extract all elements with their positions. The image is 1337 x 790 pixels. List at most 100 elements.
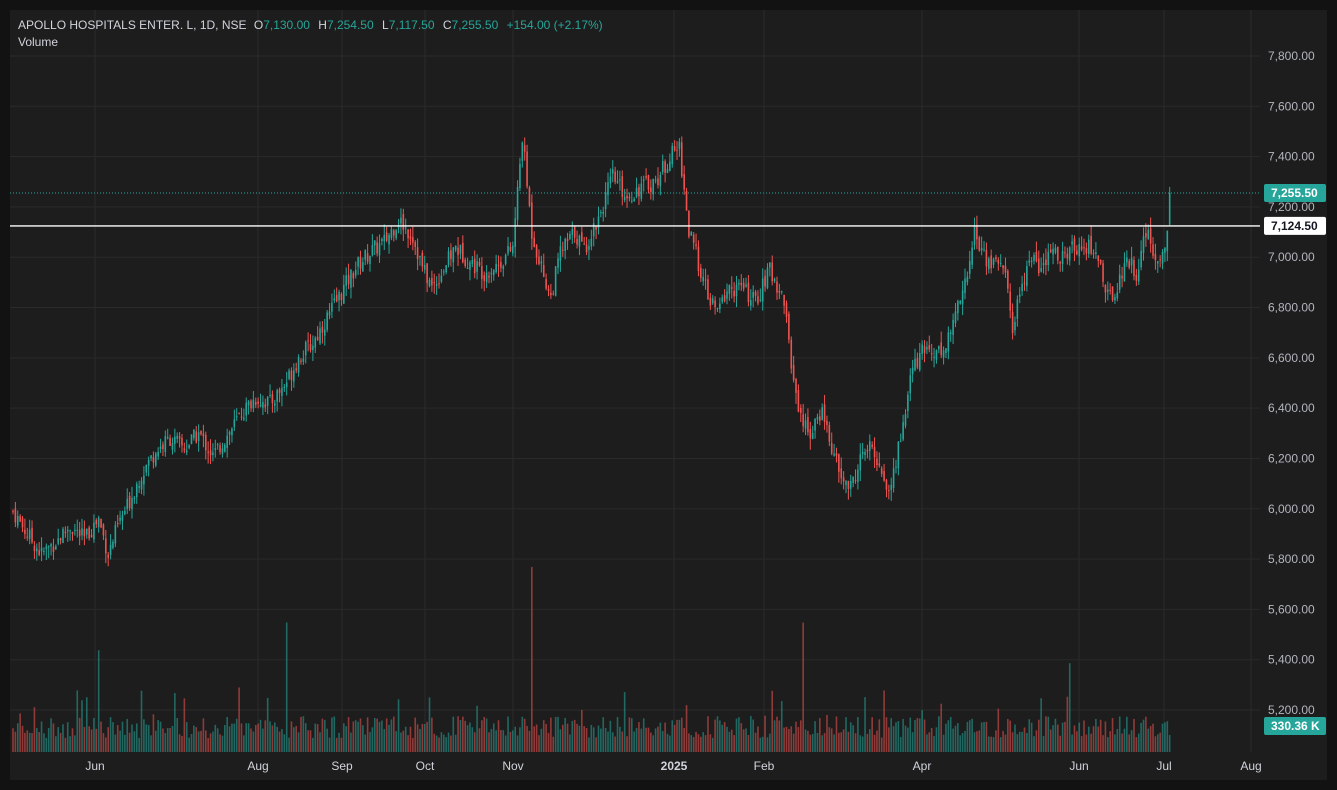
volume-bar (595, 737, 597, 752)
candle-body (638, 186, 640, 197)
candle-body (1154, 253, 1157, 261)
candle-body (497, 264, 500, 266)
volume-bar (1107, 737, 1109, 752)
candle-body (1137, 269, 1140, 282)
candle-body (157, 451, 159, 457)
volume-bar (1111, 718, 1114, 752)
candle-body (714, 300, 716, 308)
candle-body (785, 303, 788, 317)
candle-body (473, 258, 476, 274)
volume-bar (473, 732, 476, 752)
volume-bar (1092, 726, 1095, 752)
volume-bar (288, 737, 290, 752)
candle-body (93, 522, 95, 540)
volume-bar (259, 719, 262, 752)
candle-body (1028, 260, 1031, 263)
volume-bar (1021, 731, 1023, 752)
candle-body (1049, 249, 1052, 253)
volume-bar (431, 717, 433, 752)
volume-bar (150, 735, 152, 752)
low-label: L (382, 18, 389, 32)
volume-bar (888, 727, 890, 752)
candle-body (97, 517, 100, 528)
candle-body (243, 417, 245, 420)
volume-bar (190, 733, 193, 752)
volume-bar (985, 721, 988, 752)
price-chart[interactable]: 7,800.00 7,600.00 7,400.00 7,200.00 7,000.00… (10, 10, 1327, 780)
volume-bar (59, 732, 62, 752)
candle-body (483, 275, 486, 281)
volume-bar (552, 736, 555, 752)
candle-body (388, 234, 390, 245)
volume-bar (930, 727, 933, 752)
candle-body (335, 294, 338, 302)
volume-bar (1147, 728, 1150, 752)
candle-body (338, 291, 340, 301)
candle-body (664, 161, 666, 173)
candle-body (226, 435, 228, 449)
candle-body (481, 266, 483, 279)
volume-bar (802, 622, 804, 752)
volume-bar (481, 720, 483, 752)
volume-bar (1130, 730, 1133, 752)
volume-bar (514, 726, 516, 752)
candle-body (676, 149, 678, 151)
candle-body (904, 414, 907, 426)
volume-bar (1118, 716, 1121, 752)
candle-body (738, 282, 740, 285)
volume-bar (964, 731, 966, 752)
candle-body (224, 444, 226, 452)
candle-body (1061, 251, 1064, 264)
volume-bar (899, 736, 902, 752)
volume-bar (576, 723, 578, 752)
candle-body (611, 169, 614, 174)
candle-body (119, 517, 121, 521)
volume-bar (1064, 721, 1066, 752)
volume-bar (395, 731, 397, 752)
volume-bar (935, 727, 938, 752)
candle-body (609, 176, 612, 184)
candle-body (957, 301, 959, 314)
candle-body (728, 285, 731, 294)
candle-body (519, 163, 521, 189)
candle-body (752, 291, 754, 298)
ohlc-legend-row: APOLLO HOSPITALS ENTER. L, 1D, NSE O7,13… (18, 17, 603, 34)
volume-bar (309, 730, 312, 752)
candle-body (343, 284, 345, 304)
volume-bar (155, 730, 157, 752)
volume-bar (745, 728, 747, 752)
volume-bar (1068, 663, 1071, 752)
candle-body (719, 303, 721, 310)
volume-bar (954, 725, 957, 752)
candle-body (859, 454, 862, 471)
candle-body (923, 346, 926, 354)
volume-bar (257, 723, 259, 752)
volume-bar (771, 690, 774, 752)
candle-body (504, 254, 507, 264)
candle-body (645, 176, 647, 178)
volume-bar (566, 723, 569, 752)
volume-bar (62, 724, 64, 752)
candle-body (816, 416, 819, 420)
volume-bar (183, 698, 186, 752)
candle-body (654, 179, 657, 181)
volume-bar (980, 722, 983, 752)
volume-bar (502, 730, 505, 752)
volume-bar (290, 721, 293, 752)
time-tick-label: Apr (913, 759, 932, 773)
volume-bar (204, 730, 207, 752)
candle-body (704, 279, 707, 281)
volume-bar (1052, 725, 1054, 752)
volume-bar (140, 690, 143, 752)
candle-body (838, 454, 840, 472)
candle-body (1116, 292, 1119, 299)
candle-body (578, 235, 581, 247)
candle-body (619, 179, 621, 181)
volume-bar (271, 725, 274, 752)
volume-bar (949, 716, 952, 752)
candle-body (999, 263, 1002, 265)
chart-panel[interactable]: APOLLO HOSPITALS ENTER. L, 1D, NSE O7,13… (10, 10, 1327, 780)
candle-body (926, 347, 928, 350)
price-tick-label: 7,000.00 (1268, 250, 1315, 264)
volume-bar (428, 697, 431, 752)
